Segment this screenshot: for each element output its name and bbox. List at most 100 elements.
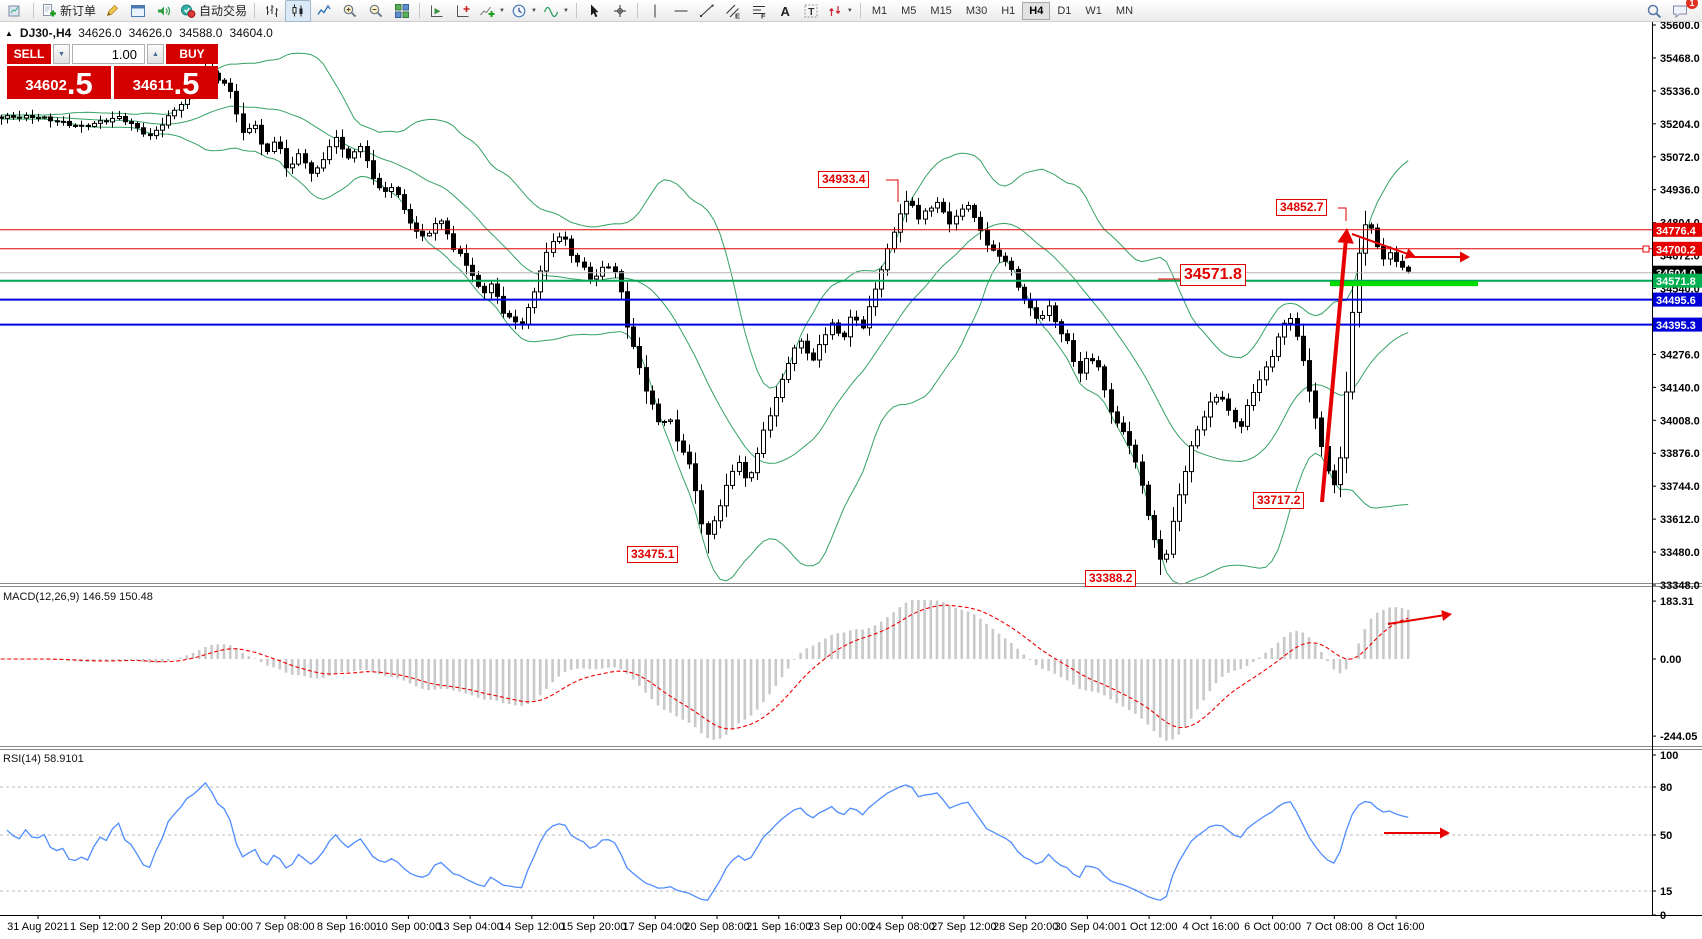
sell-price-display[interactable]: 34602.5 <box>7 66 111 99</box>
buy-price-display[interactable]: 34611.5 <box>114 66 218 99</box>
trend-arrow[interactable] <box>1387 614 1443 625</box>
cursor-icon <box>586 3 602 19</box>
svg-text:34276.0: 34276.0 <box>1660 349 1700 361</box>
tile-windows-button[interactable] <box>389 0 415 22</box>
svg-text:183.31: 183.31 <box>1660 596 1694 608</box>
price-annotation[interactable]: 33717.2 <box>1253 492 1305 509</box>
svg-text:34395.3: 34395.3 <box>1656 320 1696 332</box>
crosshair-button[interactable] <box>607 0 633 22</box>
bollinger-bands <box>0 52 1409 585</box>
volume-increase-button[interactable]: ▲ <box>147 44 164 64</box>
svg-text:E: E <box>735 11 740 19</box>
svg-text:T: T <box>808 7 814 18</box>
svg-text:A: A <box>780 4 790 19</box>
timeframe-H1[interactable]: H1 <box>1001 4 1016 17</box>
alerts-signal-icon[interactable] <box>151 0 177 22</box>
price-annotation[interactable]: 34933.4 <box>818 171 870 188</box>
new-order-button[interactable]: 新订单 <box>38 0 99 22</box>
chart-shift-icon[interactable] <box>3 0 29 22</box>
axis-plus-icon <box>455 3 471 19</box>
svg-text:34936.0: 34936.0 <box>1660 185 1700 197</box>
timeframe-H4[interactable]: H4 <box>1022 1 1051 20</box>
price-annotation[interactable]: 33388.2 <box>1085 570 1137 587</box>
symbol-direction-icon: ▲ <box>5 28 13 38</box>
symbol-name: DJ30-,H4 <box>19 26 72 40</box>
arrows-button[interactable]: ▼ <box>824 0 856 22</box>
text-button[interactable]: A <box>772 0 798 22</box>
strategy-tester-button[interactable] <box>424 0 450 22</box>
search-button[interactable] <box>1641 0 1667 22</box>
timeframe-M15[interactable]: M15 <box>930 4 952 17</box>
svg-text:8 Oct 16:00: 8 Oct 16:00 <box>1368 921 1425 933</box>
bar-chart-button[interactable] <box>259 0 285 22</box>
sell-button[interactable]: SELL <box>7 44 51 64</box>
chart-window-icon[interactable] <box>125 0 151 22</box>
toolbar-separator <box>575 3 577 18</box>
horizontal-lines[interactable] <box>0 229 1652 326</box>
zoom-out-button[interactable] <box>363 0 389 22</box>
vline-icon <box>647 3 663 19</box>
svg-text:0.00: 0.00 <box>1660 654 1681 666</box>
doc-plus-icon <box>41 3 57 19</box>
trendline-button[interactable] <box>694 0 720 22</box>
svg-text:33876.0: 33876.0 <box>1660 448 1700 460</box>
svg-text:35204.0: 35204.0 <box>1660 119 1700 131</box>
new-chart-button[interactable] <box>450 0 476 22</box>
indicator-icon <box>543 3 559 19</box>
buy-price-frac: .5 <box>173 66 200 102</box>
zoom-in-button[interactable] <box>337 0 363 22</box>
equidistant-channel-button[interactable]: E <box>720 0 746 22</box>
horizontal-line-button[interactable] <box>668 0 694 22</box>
svg-text:23 Sep 00:00: 23 Sep 00:00 <box>808 921 873 933</box>
price-annotation[interactable]: 34852.7 <box>1276 199 1328 216</box>
line-chart-button[interactable] <box>311 0 337 22</box>
line-anchor-marker[interactable] <box>1642 245 1650 253</box>
timeframe-M30[interactable]: M30 <box>965 4 988 17</box>
price-annotation[interactable]: 34571.8 <box>1180 264 1246 286</box>
styler-icon[interactable] <box>99 0 125 22</box>
ohlc-low: 34588.0 <box>179 26 223 40</box>
trend-arrow[interactable] <box>1320 242 1348 503</box>
timeframe-MN[interactable]: MN <box>1115 4 1134 17</box>
trend-icon <box>699 3 715 19</box>
svg-text:1 Oct 12:00: 1 Oct 12:00 <box>1121 921 1178 933</box>
drawn-arrows[interactable] <box>886 179 1470 839</box>
svg-text:1 Sep 12:00: 1 Sep 12:00 <box>70 921 129 933</box>
price-annotation[interactable]: 33475.1 <box>627 546 679 563</box>
svg-text:35072.0: 35072.0 <box>1660 152 1700 164</box>
text-label-button[interactable]: T <box>798 0 824 22</box>
volume-decrease-button[interactable]: ▼ <box>53 44 70 64</box>
sell-price-main: 34602 <box>25 77 67 94</box>
cursor-button[interactable] <box>581 0 607 22</box>
pane-frames <box>0 22 1702 916</box>
one-click-trade-panel: SELL ▼ ▲ BUY 34602.5 34611.5 <box>7 44 218 99</box>
timeframe-W1[interactable]: W1 <box>1085 4 1102 17</box>
ohlc-high: 34626.0 <box>128 26 173 40</box>
toolbar-separator <box>419 3 421 18</box>
timeframe-D1[interactable]: D1 <box>1057 4 1072 17</box>
fibonacci-button[interactable]: F <box>746 0 772 22</box>
profiles-button[interactable]: ▼ <box>476 0 508 22</box>
chat-button[interactable]: 1 <box>1667 0 1698 22</box>
toolbar-button-label: 自动交易 <box>199 4 248 18</box>
timeframe-M1[interactable]: M1 <box>871 4 888 17</box>
zoom-in-icon <box>342 3 358 19</box>
volume-input[interactable] <box>72 44 145 64</box>
vertical-line-button[interactable] <box>642 0 668 22</box>
autotrading-button[interactable]: 自动交易 <box>177 0 250 22</box>
timeframe-M5[interactable]: M5 <box>901 4 917 17</box>
rsi-line <box>6 781 1409 901</box>
candles-layer <box>0 61 1411 575</box>
tiles-icon <box>394 3 410 19</box>
trend-arrow[interactable] <box>1351 233 1407 255</box>
svg-text:34700.2: 34700.2 <box>1656 244 1696 256</box>
candles-icon <box>290 3 306 19</box>
buy-button[interactable]: BUY <box>166 44 218 64</box>
svg-text:13 Sep 04:00: 13 Sep 04:00 <box>437 921 502 933</box>
linechart-icon <box>316 3 332 19</box>
candlestick-chart-button[interactable] <box>285 0 312 22</box>
macd-pane: 183.31 0.00 -244.05 <box>0 596 1697 743</box>
period-button[interactable]: ▼ <box>508 0 540 22</box>
indicators-button[interactable]: ▼ <box>540 0 572 22</box>
